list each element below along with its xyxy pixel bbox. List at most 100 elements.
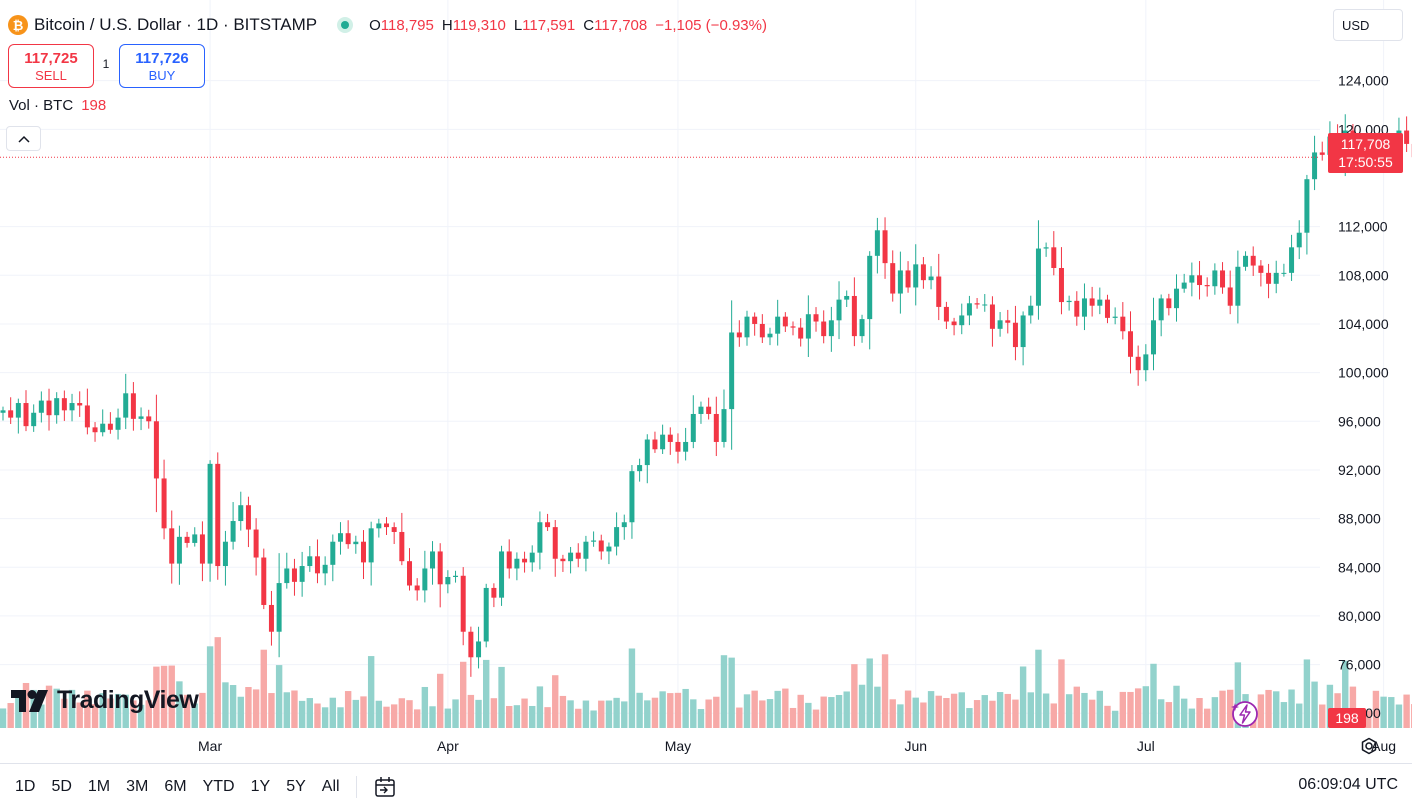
price-tick-label: 76,000 (1338, 657, 1381, 673)
candle-body (192, 534, 198, 543)
candle-body (1158, 298, 1164, 321)
candle-body (537, 522, 543, 553)
volume-bar (1180, 698, 1188, 728)
candle-body (138, 416, 144, 419)
collapse-legend-button[interactable] (6, 126, 41, 151)
price-tick-label: 124,000 (1338, 73, 1389, 89)
volume-bar (1065, 694, 1073, 728)
candle-body (1189, 275, 1195, 283)
low-value: 117,591 (522, 16, 576, 34)
volume-bar (0, 708, 7, 728)
volume-bar (298, 700, 306, 728)
volume-bar (828, 697, 835, 728)
range-1y[interactable]: 1Y (250, 778, 271, 795)
candle-body (1135, 356, 1141, 371)
volume-bar (651, 697, 659, 728)
price-tick-label: 92,000 (1338, 462, 1381, 478)
volume-bar (1088, 699, 1096, 728)
candle-body (690, 413, 696, 442)
volume-bar (344, 691, 352, 728)
volume-bar (22, 682, 30, 728)
candle-body (675, 441, 681, 452)
market-open-icon (337, 17, 354, 33)
utc-clock[interactable]: 06:09:04 UTC (1298, 776, 1398, 793)
candle-body (767, 333, 773, 338)
buy-button[interactable]: 117,726 BUY (119, 44, 205, 88)
volume-bar (1058, 659, 1065, 728)
volume-bar (904, 690, 912, 728)
range-3m[interactable]: 3M (126, 778, 149, 795)
gear-icon[interactable] (1358, 735, 1380, 757)
volume-legend-value: 198 (81, 97, 107, 114)
candle-body (430, 551, 436, 569)
volume-bar (206, 646, 214, 728)
candle-body (575, 552, 581, 559)
tradingview-logo-icon (11, 689, 49, 712)
candle-body (123, 393, 129, 418)
volume-bar (1257, 694, 1265, 728)
volume-bar (490, 698, 498, 728)
currency-select[interactable]: USD (1333, 9, 1403, 41)
candle-body (1197, 275, 1203, 286)
candle-body (1005, 320, 1011, 323)
range-1m[interactable]: 1M (87, 778, 111, 795)
volume-bar (1142, 686, 1150, 728)
volume-bar (145, 700, 152, 728)
volume-bar (1173, 685, 1180, 728)
tradingview-logo[interactable]: TradingView (11, 686, 199, 715)
candle-body (1289, 247, 1295, 273)
candle-body (683, 441, 689, 452)
volume-bar (306, 698, 313, 728)
range-5y[interactable]: 5Y (286, 778, 306, 795)
volume-bar (68, 689, 76, 728)
candle-body (268, 604, 274, 632)
range-1d[interactable]: 1D (15, 778, 36, 795)
candle-body (376, 523, 382, 529)
candle-body (0, 410, 6, 413)
candle-body (874, 230, 880, 256)
candle-body (222, 541, 228, 567)
range-6m[interactable]: 6M (164, 778, 187, 795)
volume-bar (1150, 663, 1157, 728)
high-value: 119,310 (452, 16, 506, 34)
candle-body (314, 556, 320, 574)
candle-body (207, 463, 213, 564)
price-tick-label: 80,000 (1338, 608, 1381, 624)
candle-body (353, 541, 359, 545)
range-ytd[interactable]: YTD (202, 778, 235, 795)
candle-body (1081, 298, 1087, 317)
symbol-title[interactable]: Bitcoin / U.S. Dollar · 1D · BITSTAMP (34, 15, 318, 34)
candle-body (813, 314, 819, 322)
symbol-header[interactable]: ₿ Bitcoin / U.S. Dollar · 1D · BITSTAMP … (8, 12, 767, 38)
range-all[interactable]: All (321, 778, 340, 795)
sell-button[interactable]: 117,725 SELL (8, 44, 94, 88)
volume-bar (1311, 681, 1318, 728)
goto-date-button[interactable] (365, 772, 405, 802)
candle-body (629, 471, 635, 523)
volume-bar (421, 686, 429, 728)
volume-legend[interactable]: Vol · BTC 198 (9, 97, 106, 114)
range-5d[interactable]: 5D (51, 778, 72, 795)
volume-bar (1134, 688, 1142, 728)
lightning-icon[interactable] (1230, 699, 1260, 729)
candle-body (445, 576, 451, 585)
volume-bar (321, 707, 329, 728)
volume-bar (413, 709, 421, 728)
time-tick-label: Aug (1371, 738, 1396, 754)
candle-body (1212, 270, 1218, 287)
candle-body (54, 398, 60, 416)
low-label: L (513, 16, 523, 34)
candle-body (84, 405, 90, 428)
candle-body (790, 326, 796, 328)
volume-bar (291, 690, 298, 728)
candle-body (1250, 255, 1256, 266)
volume-bar (1326, 684, 1334, 728)
candle-body (1258, 265, 1264, 273)
volume-bar (199, 692, 206, 728)
sell-label: SELL (35, 68, 67, 83)
volume-bar (429, 706, 436, 728)
volume-bar (268, 693, 275, 728)
candle-body (322, 564, 328, 574)
chart-grid (0, 0, 1385, 728)
